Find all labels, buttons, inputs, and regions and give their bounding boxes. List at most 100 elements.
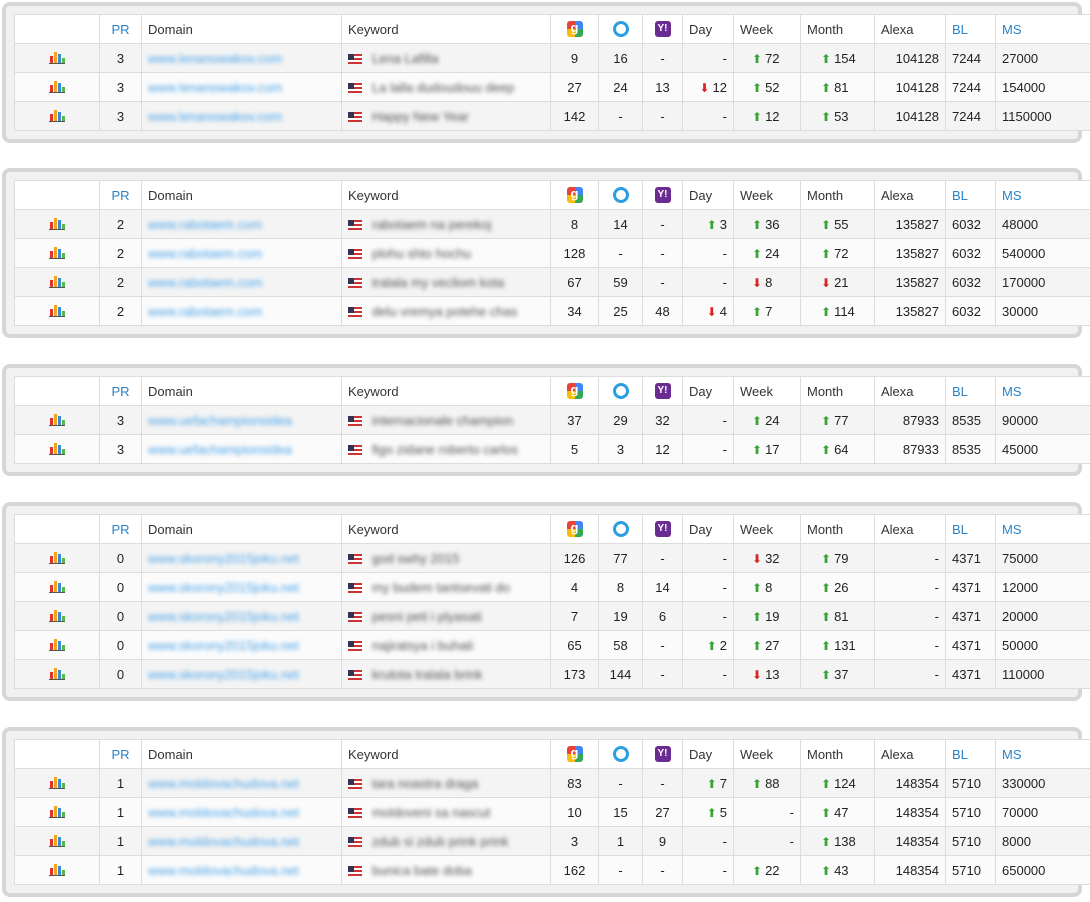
domain-link[interactable]: www.skorony2015joku.net	[148, 637, 300, 653]
stats-cell[interactable]	[14, 659, 100, 689]
stats-cell[interactable]	[14, 797, 100, 827]
arrow-up-icon: ⬆	[752, 638, 763, 653]
domain-link[interactable]: www.skorony2015joku.net	[148, 550, 300, 566]
bar-chart-icon[interactable]	[49, 108, 65, 125]
column-header-ms[interactable]: MS	[995, 376, 1090, 406]
domain-link[interactable]: www.rabotaem.com	[148, 216, 263, 232]
bar-chart-icon[interactable]	[49, 550, 65, 567]
bar-chart-icon[interactable]	[49, 303, 65, 320]
column-header-month[interactable]: Month	[800, 180, 875, 210]
stats-cell[interactable]	[14, 855, 100, 885]
domain-link[interactable]: www.rabotaem.com	[148, 303, 263, 319]
column-header-day[interactable]: Day	[682, 14, 734, 44]
bar-chart-icon[interactable]	[49, 579, 65, 596]
column-header-alexa[interactable]: Alexa	[874, 14, 946, 44]
bar-chart-icon[interactable]	[49, 862, 65, 879]
stats-cell[interactable]	[14, 209, 100, 239]
domain-link[interactable]: www.uefachampionsidea	[148, 412, 292, 428]
column-header-ms[interactable]: MS	[995, 14, 1090, 44]
stats-cell[interactable]	[14, 572, 100, 602]
stats-cell[interactable]	[14, 101, 100, 131]
bar-chart-icon[interactable]	[49, 274, 65, 291]
column-header-alexa[interactable]: Alexa	[874, 376, 946, 406]
stats-cell[interactable]	[14, 543, 100, 573]
stats-cell[interactable]	[14, 296, 100, 326]
bing-position-cell: -	[598, 238, 643, 268]
domain-link[interactable]: www.moldovachudova.net	[148, 862, 300, 878]
column-header-bl[interactable]: BL	[945, 514, 996, 544]
stats-cell[interactable]	[14, 238, 100, 268]
column-header-month[interactable]: Month	[800, 739, 875, 769]
us-flag-icon	[348, 278, 362, 289]
column-header-day[interactable]: Day	[682, 376, 734, 406]
column-header-pr[interactable]: PR	[99, 14, 142, 44]
bing-position-cell: 19	[598, 601, 643, 631]
column-header-alexa[interactable]: Alexa	[874, 739, 946, 769]
column-header-day[interactable]: Day	[682, 180, 734, 210]
column-header-ms[interactable]: MS	[995, 739, 1090, 769]
column-header-week[interactable]: Week	[733, 376, 801, 406]
column-header-bl[interactable]: BL	[945, 14, 996, 44]
domain-cell: www.moldovachudova.net	[141, 855, 342, 885]
column-header-pr[interactable]: PR	[99, 514, 142, 544]
domain-link[interactable]: www.uefachampionsidea	[148, 441, 292, 457]
column-header-day[interactable]: Day	[682, 514, 734, 544]
month-change-cell: ⬆ 55	[800, 209, 875, 239]
column-header-day[interactable]: Day	[682, 739, 734, 769]
domain-link[interactable]: www.moldovachudova.net	[148, 833, 300, 849]
stats-cell[interactable]	[14, 826, 100, 856]
monthly-searches-cell: 45000	[995, 434, 1090, 464]
column-header-pr[interactable]: PR	[99, 180, 142, 210]
bar-chart-icon[interactable]	[49, 666, 65, 683]
column-header-ms[interactable]: MS	[995, 514, 1090, 544]
stats-cell[interactable]	[14, 72, 100, 102]
arrow-up-icon: ⬆	[706, 217, 717, 232]
bar-chart-icon[interactable]	[49, 833, 65, 850]
stats-cell[interactable]	[14, 768, 100, 798]
bar-chart-icon[interactable]	[49, 775, 65, 792]
monthly-searches-cell: 20000	[995, 601, 1090, 631]
column-header-month[interactable]: Month	[800, 514, 875, 544]
bar-chart-icon[interactable]	[49, 441, 65, 458]
column-header-bl[interactable]: BL	[945, 376, 996, 406]
domain-link[interactable]: www.moldovachudova.net	[148, 804, 300, 820]
domain-link[interactable]: www.rabotaem.com	[148, 274, 263, 290]
bar-chart-icon[interactable]	[49, 245, 65, 262]
domain-link[interactable]: www.moldovachudova.net	[148, 775, 300, 791]
stats-cell[interactable]	[14, 434, 100, 464]
column-header-week[interactable]: Week	[733, 14, 801, 44]
stats-cell[interactable]	[14, 267, 100, 297]
domain-link[interactable]: www.skorony2015joku.net	[148, 666, 300, 682]
column-header-alexa[interactable]: Alexa	[874, 514, 946, 544]
keyword-group-panel: PRDomainKeywordY!DayWeekMonthAlexaBLMS3w…	[2, 364, 1090, 476]
column-header-google	[550, 180, 599, 210]
domain-link[interactable]: www.skorony2015joku.net	[148, 608, 300, 624]
domain-link[interactable]: www.skorony2015joku.net	[148, 579, 300, 595]
stats-cell[interactable]	[14, 43, 100, 73]
column-header-month[interactable]: Month	[800, 14, 875, 44]
stats-cell[interactable]	[14, 601, 100, 631]
bar-chart-icon[interactable]	[49, 216, 65, 233]
bar-chart-icon[interactable]	[49, 412, 65, 429]
column-header-week[interactable]: Week	[733, 514, 801, 544]
column-header-week[interactable]: Week	[733, 180, 801, 210]
column-header-pr[interactable]: PR	[99, 376, 142, 406]
column-header-bl[interactable]: BL	[945, 180, 996, 210]
domain-link[interactable]: www.lenanowakov.com	[148, 50, 283, 66]
column-header-ms[interactable]: MS	[995, 180, 1090, 210]
stats-cell[interactable]	[14, 405, 100, 435]
stats-cell[interactable]	[14, 630, 100, 660]
domain-link[interactable]: www.lenanowakov.com	[148, 108, 283, 124]
bar-chart-icon[interactable]	[49, 637, 65, 654]
column-header-month[interactable]: Month	[800, 376, 875, 406]
bar-chart-icon[interactable]	[49, 50, 65, 67]
column-header-pr[interactable]: PR	[99, 739, 142, 769]
column-header-week[interactable]: Week	[733, 739, 801, 769]
domain-link[interactable]: www.lenanowakov.com	[148, 79, 283, 95]
bar-chart-icon[interactable]	[49, 79, 65, 96]
domain-link[interactable]: www.rabotaem.com	[148, 245, 263, 261]
column-header-bl[interactable]: BL	[945, 739, 996, 769]
bar-chart-icon[interactable]	[49, 804, 65, 821]
column-header-alexa[interactable]: Alexa	[874, 180, 946, 210]
bar-chart-icon[interactable]	[49, 608, 65, 625]
